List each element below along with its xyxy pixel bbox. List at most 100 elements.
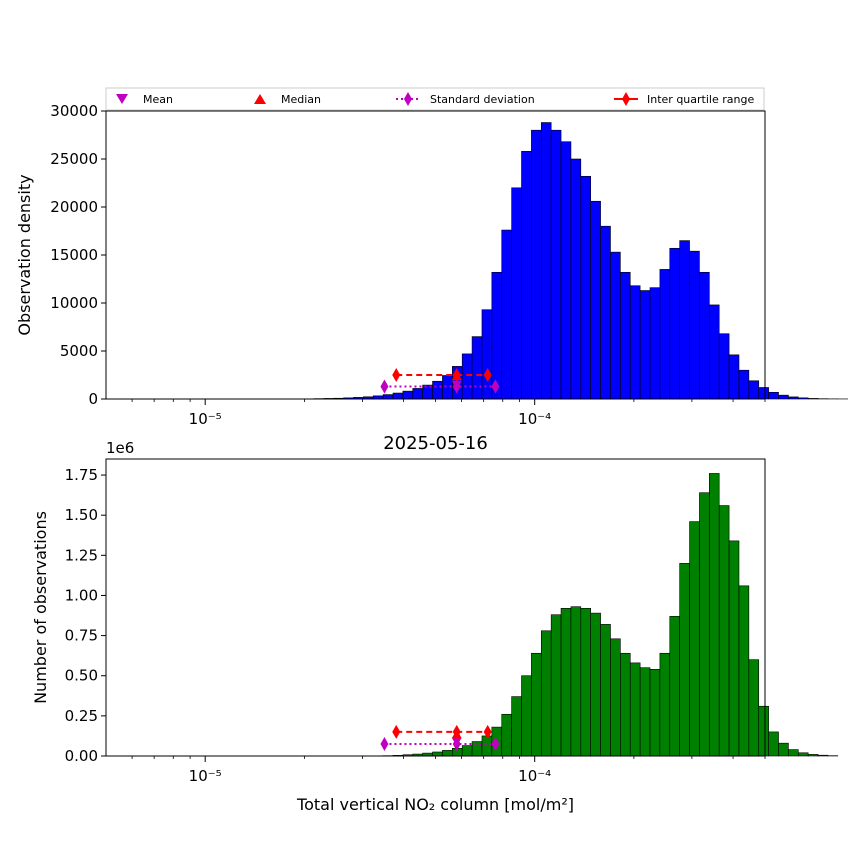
bottom-bar [699, 493, 709, 756]
top-y-tick-label: 15000 [50, 246, 98, 264]
top-bar [729, 355, 739, 399]
bottom-y-axis-label: Number of observations [31, 511, 50, 704]
top-bar [531, 130, 541, 399]
top-bar [462, 354, 472, 399]
top-bar [739, 370, 749, 399]
bottom-bar [581, 608, 591, 756]
bottom-bar [788, 750, 798, 756]
top-bar [719, 334, 729, 399]
bottom-std-marker [380, 737, 388, 751]
bottom-bar [640, 668, 650, 756]
top-bar [808, 398, 818, 399]
top-y-tick-label: 0 [88, 390, 98, 408]
bottom-bar [739, 586, 749, 756]
bottom-y-tick-label: 0.00 [65, 747, 98, 765]
bottom-bar [808, 754, 818, 756]
bottom-offset-label: 1e6 [106, 439, 134, 457]
bottom-bar [729, 541, 739, 756]
bottom-y-tick-label: 1.75 [65, 466, 98, 484]
top-bar [680, 241, 690, 399]
top-iqr-marker [392, 368, 400, 382]
top-bar [798, 398, 808, 399]
bottom-bar [759, 706, 769, 756]
top-std-marker [380, 380, 388, 394]
top-bar [759, 387, 769, 399]
top-bar [433, 381, 443, 399]
top-bar [640, 291, 650, 399]
top-y-tick-label: 25000 [50, 150, 98, 168]
top-bar [779, 395, 789, 399]
top-bar [610, 252, 620, 399]
top-bar [383, 395, 393, 399]
bottom-bar [482, 736, 492, 756]
bottom-bar [462, 746, 472, 756]
bottom-x-tick-label: 10⁻⁵ [189, 767, 222, 785]
legend-median-label: Median [281, 93, 321, 106]
bottom-bar [610, 639, 620, 756]
top-bar [551, 130, 561, 399]
bottom-bar [630, 663, 640, 756]
bottom-bar [502, 714, 512, 756]
bottom-bar [690, 522, 700, 756]
bottom-bar [818, 755, 828, 756]
bottom-bar [749, 660, 759, 756]
top-bar [749, 381, 759, 399]
top-bar [709, 305, 719, 399]
top-bar [630, 286, 640, 399]
top-y-tick-label: 20000 [50, 198, 98, 216]
bottom-bar [769, 732, 779, 756]
bottom-bar [650, 669, 660, 756]
top-x-tick-label: 10⁻⁴ [518, 410, 551, 428]
bottom-bar [591, 613, 601, 756]
top-bar [650, 288, 660, 399]
bottom-y-tick-label: 0.50 [65, 667, 98, 685]
top-bar [472, 337, 482, 399]
bottom-mean-marker [452, 738, 462, 747]
bottom-x-tick-label: 10⁻⁴ [518, 767, 551, 785]
bottom-title: 2025-05-16 [383, 433, 488, 454]
bottom-bar [779, 743, 789, 756]
bottom-bar [541, 631, 551, 756]
top-bar [492, 272, 502, 399]
top-bar [788, 397, 798, 399]
bottom-bar [531, 653, 541, 756]
bottom-iqr-marker [392, 725, 400, 739]
top-bar [601, 226, 611, 399]
bottom-bar [601, 624, 611, 756]
bottom-x-axis-label: Total vertical NO₂ column [mol/m²] [296, 795, 574, 814]
top-bar [403, 391, 413, 399]
bottom-y-tick-label: 1.25 [65, 546, 98, 564]
bottom-bar [522, 676, 532, 756]
legend-iqr-label: Inter quartile range [647, 93, 754, 106]
bottom-bar [561, 608, 571, 756]
top-bar [670, 248, 680, 399]
bottom-bar [670, 616, 680, 756]
bottom-median-marker [452, 729, 462, 738]
top-y-tick-label: 30000 [50, 102, 98, 120]
top-bar [620, 272, 630, 399]
bottom-bar [551, 615, 561, 756]
bottom-y-tick-label: 0.25 [65, 707, 98, 725]
bottom-bar [442, 750, 452, 756]
top-bar [561, 142, 571, 399]
legend: Mean Median Standard deviation Inter qua… [106, 88, 764, 110]
top-bar [699, 272, 709, 399]
top-bar [512, 188, 522, 399]
top-bar [591, 201, 601, 399]
legend-std-label: Standard deviation [430, 93, 535, 106]
top-bar [769, 392, 779, 399]
bottom-bar [620, 653, 630, 756]
top-bar [413, 388, 423, 399]
bottom-bar [433, 752, 443, 756]
top-bar [581, 176, 591, 399]
top-bar [541, 123, 551, 399]
top-bar [660, 269, 670, 399]
top-bar [393, 393, 403, 399]
bottom-bar [680, 563, 690, 756]
top-y-tick-label: 10000 [50, 294, 98, 312]
bottom-y-tick-label: 1.00 [65, 586, 98, 604]
bottom-bar [571, 607, 581, 756]
bottom-y-tick-label: 0.75 [65, 627, 98, 645]
bottom-bar [660, 653, 670, 756]
